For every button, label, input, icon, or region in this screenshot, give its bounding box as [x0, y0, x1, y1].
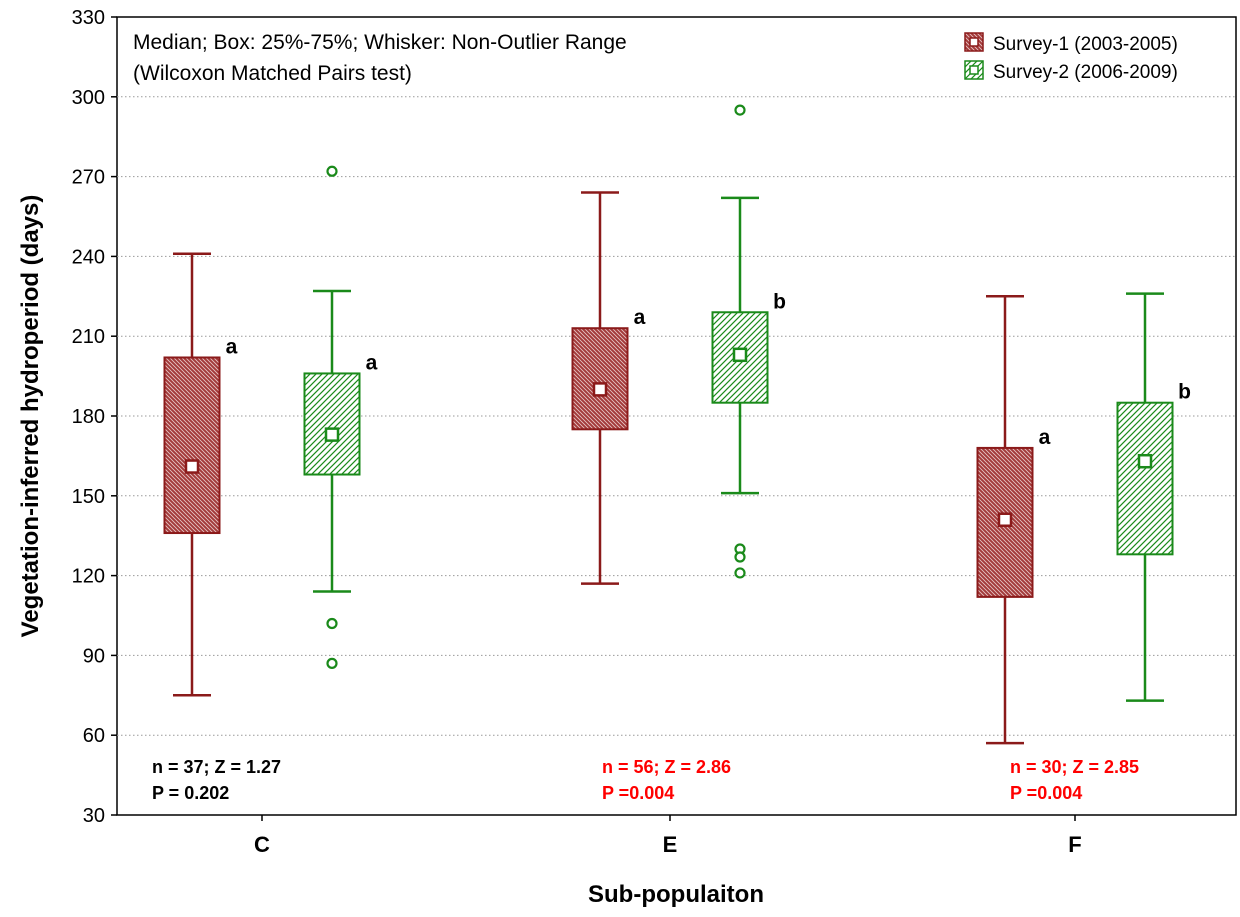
x-tick-label-C: C [254, 832, 270, 857]
median-marker [592, 382, 608, 397]
stats-line-1: n = 30; Z = 2.85 [1010, 757, 1139, 777]
outlier-point [734, 551, 746, 563]
letter-survey-1-F: a [1039, 426, 1051, 449]
chart-note-line-1: Median; Box: 25%-75%; Whisker: Non-Outli… [133, 31, 627, 54]
y-tick-label-210: 210 [72, 326, 105, 348]
y-tick-label-330: 330 [72, 7, 105, 29]
iqr-box [303, 372, 361, 476]
y-tick-label-300: 300 [72, 87, 105, 109]
y-axis-ticks: 30 60 90 120 150 180 210 240 270 300 330 [72, 7, 117, 827]
test-statistics: n = 37; Z = 1.27 P = 0.202 n = 56; Z = 2.8… [152, 757, 1139, 803]
iqr-box [1116, 401, 1174, 556]
iqr-box [163, 356, 221, 535]
y-tick-label-30: 30 [83, 805, 105, 827]
stats-line-1: n = 37; Z = 1.27 [152, 757, 281, 777]
outlier-point [734, 567, 746, 579]
y-tick-label-270: 270 [72, 167, 105, 189]
median-marker [997, 512, 1013, 527]
outlier-point [326, 617, 338, 630]
box-survey-2-F [1116, 292, 1174, 702]
x-axis-title: Sub-populaiton [588, 881, 764, 908]
y-tick-label-120: 120 [72, 566, 105, 588]
x-tick-label-E: E [663, 832, 678, 857]
legend-item-survey-2: Survey-2 (2006-2009) [964, 60, 1178, 83]
stats-line-2: P =0.004 [1010, 783, 1082, 803]
median-marker [184, 459, 200, 474]
median-marker [1137, 453, 1153, 469]
stats-C: n = 37; Z = 1.27 P = 0.202 [152, 757, 281, 803]
stats-F: n = 30; Z = 2.85 P =0.004 [1010, 757, 1139, 803]
outlier-point [326, 657, 338, 669]
box-survey-1-F [976, 295, 1034, 745]
y-tick-label-60: 60 [83, 725, 105, 747]
legend-median-marker-survey-2 [969, 65, 979, 75]
boxes [163, 104, 1174, 745]
legend-item-survey-1: Survey-1 (2003-2005) [964, 32, 1178, 55]
box-survey-1-C [163, 252, 221, 697]
outlier-point [734, 104, 746, 116]
legend: Survey-1 (2003-2005) Survey-2 (2006-2009… [964, 32, 1178, 83]
plot-area [116, 16, 1237, 816]
outlier-point [326, 165, 338, 177]
stats-line-2: P =0.004 [602, 783, 674, 803]
stats-line-2: P = 0.202 [152, 783, 229, 803]
letter-survey-2-E: b [773, 290, 786, 313]
significance-letters: a a a a b b [226, 290, 1191, 449]
letter-survey-2-F: b [1178, 381, 1191, 404]
y-tick-label-90: 90 [83, 645, 105, 667]
chart-note-line-2: (Wilcoxon Matched Pairs test) [133, 62, 412, 85]
median-marker [732, 347, 748, 363]
iqr-box [571, 327, 629, 431]
letter-survey-2-C: a [366, 351, 378, 374]
letter-survey-1-C: a [226, 335, 238, 358]
y-tick-label-150: 150 [72, 486, 105, 508]
y-tick-label-240: 240 [72, 246, 105, 268]
box-survey-2-C [303, 165, 361, 669]
y-axis-title: Vegetation-inferred hydroperiod (days) [17, 195, 44, 638]
stats-E: n = 56; Z = 2.86 P =0.004 [602, 757, 731, 803]
legend-label-survey-1: Survey-1 (2003-2005) [993, 34, 1178, 55]
box-survey-2-E [711, 104, 769, 579]
letter-survey-1-E: a [634, 306, 646, 329]
legend-label-survey-2: Survey-2 (2006-2009) [993, 62, 1178, 83]
stats-line-1: n = 56; Z = 2.86 [602, 757, 731, 777]
median-marker [324, 427, 340, 442]
legend-median-marker-survey-1 [969, 37, 979, 47]
y-tick-label-180: 180 [72, 406, 105, 428]
grid-lines [117, 96, 1236, 736]
box-survey-1-E [571, 191, 629, 585]
x-tick-label-F: F [1068, 832, 1081, 857]
